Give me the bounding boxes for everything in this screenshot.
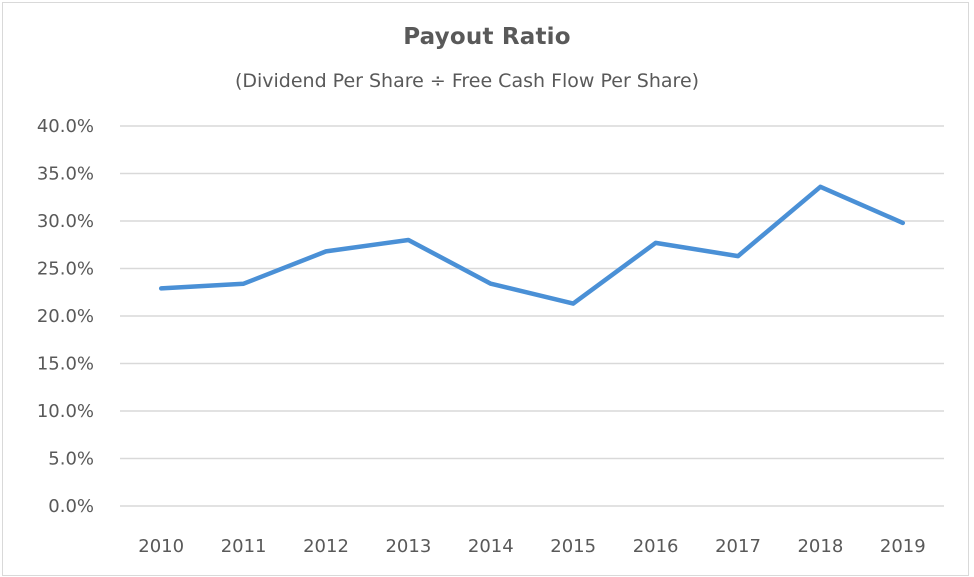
x-tick-label: 2013 (385, 536, 431, 557)
y-tick-label: 25.0% (37, 259, 94, 280)
x-tick-label: 2012 (303, 536, 349, 557)
x-tick-label: 2018 (797, 536, 843, 557)
x-axis-labels: 2010 2011 2012 2013 2014 2015 2016 2017 2018 2019 (138, 536, 925, 557)
gridlines (120, 125, 944, 507)
y-tick-label: 15.0% (37, 354, 94, 375)
y-tick-label: 10.0% (37, 401, 94, 422)
y-tick-label: 20.0% (37, 306, 94, 327)
y-tick-label: 35.0% (37, 164, 94, 185)
x-tick-label: 2017 (715, 536, 761, 557)
x-tick-label: 2014 (468, 536, 514, 557)
y-tick-label: 5.0% (48, 449, 94, 470)
x-tick-label: 2010 (138, 536, 184, 557)
y-tick-label: 30.0% (37, 211, 94, 232)
x-tick-label: 2016 (633, 536, 679, 557)
y-tick-label: 40.0% (37, 116, 94, 137)
chart-subtitle: (Dividend Per Share ÷ Free Cash Flow Per… (234, 70, 700, 92)
x-tick-label: 2019 (880, 536, 926, 557)
y-axis-labels: 0.0% 5.0% 10.0% 15.0% 20.0% 25.0% 30.0% 35.0% 40… (37, 116, 94, 517)
x-tick-label: 2015 (550, 536, 596, 557)
chart-title: Payout Ratio (403, 24, 571, 50)
series-line (158, 184, 906, 306)
x-tick-label: 2011 (221, 536, 267, 557)
y-tick-label: 0.0% (48, 496, 94, 517)
data-series (158, 184, 906, 306)
